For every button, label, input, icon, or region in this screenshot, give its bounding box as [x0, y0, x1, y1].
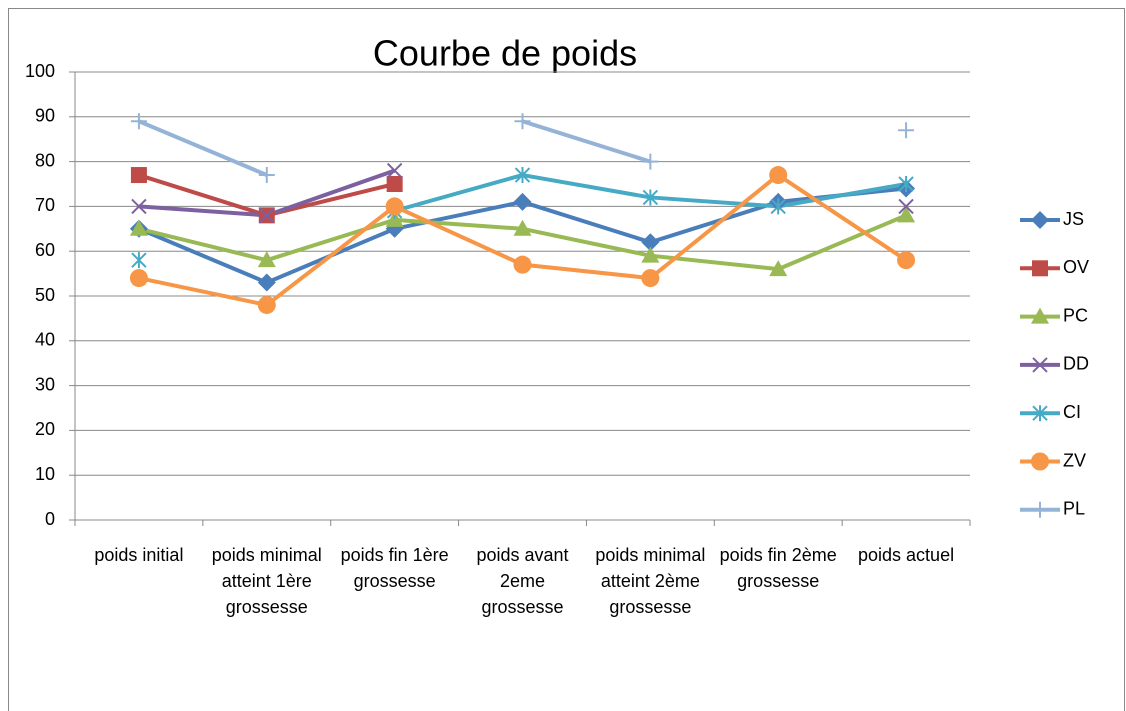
legend-label: OV — [1063, 257, 1089, 277]
marker — [642, 153, 659, 170]
marker — [514, 113, 531, 130]
marker — [1031, 452, 1049, 471]
marker — [129, 219, 148, 236]
marker — [769, 260, 788, 277]
y-tick-label: 0 — [45, 509, 55, 529]
marker — [257, 295, 276, 314]
marker — [642, 189, 659, 206]
marker — [769, 166, 788, 185]
legend-label: DD — [1063, 354, 1089, 374]
marker — [1032, 357, 1048, 373]
marker — [130, 113, 147, 130]
marker — [641, 246, 660, 263]
x-tick-label: poids minimal atteint 1ère grossesse — [211, 545, 322, 617]
marker — [1032, 260, 1048, 277]
y-tick-label: 70 — [35, 195, 55, 215]
marker — [259, 207, 275, 224]
marker — [641, 269, 660, 288]
x-tick-label: poids fin 2ème grossesse — [719, 545, 837, 591]
marker — [770, 198, 786, 215]
marker — [385, 197, 404, 216]
x-tick-label: poids avant 2eme grossesse — [476, 545, 569, 617]
legend-label: CI — [1063, 402, 1081, 422]
legend-label: ZV — [1063, 450, 1086, 470]
marker — [386, 176, 403, 192]
marker — [1031, 211, 1049, 229]
series-line — [139, 121, 906, 175]
x-tick-label: poids initial — [94, 545, 184, 565]
marker — [513, 192, 532, 211]
marker — [897, 206, 916, 223]
y-tick-label: 20 — [35, 419, 55, 439]
y-tick-label: 90 — [35, 106, 55, 126]
legend-label: PC — [1063, 305, 1088, 325]
marker — [1032, 501, 1048, 518]
x-tick-label: poids minimal atteint 2ème grossesse — [595, 545, 706, 617]
y-tick-label: 10 — [35, 464, 55, 484]
x-tick-label: poids fin 1ère grossesse — [340, 545, 449, 591]
marker — [897, 251, 916, 270]
marker — [898, 122, 915, 139]
marker — [258, 167, 275, 184]
y-tick-label: 60 — [35, 240, 55, 260]
marker — [386, 162, 403, 179]
marker — [131, 198, 147, 215]
chart-border — [8, 8, 1125, 711]
marker — [130, 167, 147, 184]
y-tick-label: 100 — [25, 61, 55, 81]
marker — [257, 251, 276, 268]
y-tick-label: 30 — [35, 374, 55, 394]
x-tick-label: poids actuel — [858, 545, 955, 565]
marker — [641, 233, 660, 252]
marker — [129, 269, 148, 288]
y-tick-label: 80 — [35, 150, 55, 170]
marker — [898, 176, 914, 192]
marker — [1032, 405, 1048, 422]
legend-label: PL — [1063, 499, 1085, 519]
marker — [131, 252, 147, 269]
marker — [257, 273, 276, 292]
legend-label: JS — [1063, 209, 1084, 229]
y-tick-label: 50 — [35, 285, 55, 305]
marker — [513, 219, 532, 236]
marker — [898, 198, 914, 215]
marker — [513, 255, 532, 274]
marker — [514, 167, 531, 184]
chart-title: Courbe de poids — [373, 33, 637, 74]
marker — [1031, 307, 1049, 324]
y-tick-label: 40 — [35, 330, 55, 350]
